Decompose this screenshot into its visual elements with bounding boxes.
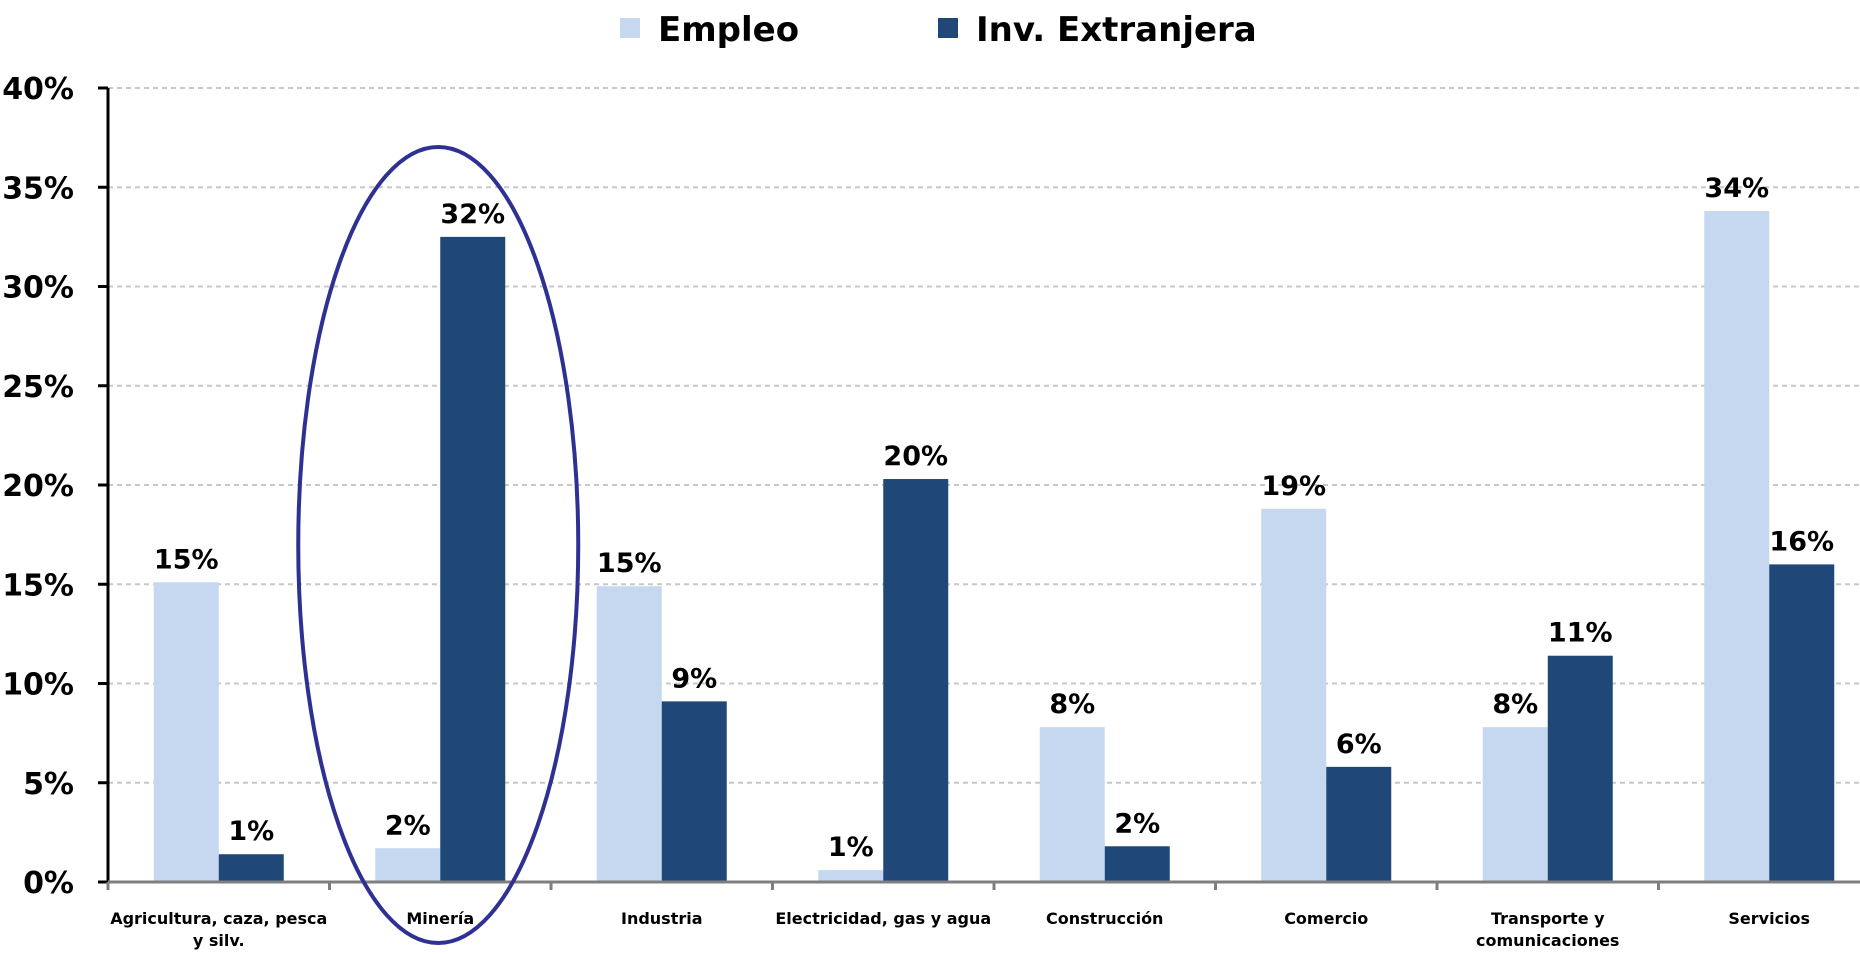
y-axis-ticks: 0% 5% 10% 15% 20% 25% 30% 35% 40% xyxy=(2,72,108,901)
bar-0-6 xyxy=(1482,727,1548,882)
x-tick-label-1-0: Minería xyxy=(406,909,474,928)
bar-0-4 xyxy=(1039,727,1105,882)
y-tick-label-4: 20% xyxy=(2,469,74,504)
bars xyxy=(153,211,1835,882)
data-label-0-5: 19% xyxy=(1261,471,1326,502)
y-tick-label-2: 10% xyxy=(2,668,74,703)
bar-1-6 xyxy=(1547,655,1613,882)
y-tick-label-5: 25% xyxy=(2,370,74,405)
data-label-0-0: 15% xyxy=(154,544,219,575)
bar-0-7 xyxy=(1704,211,1770,882)
bar-1-5 xyxy=(1326,766,1392,882)
data-label-0-3: 1% xyxy=(828,832,874,863)
bar-1-3 xyxy=(883,479,949,882)
bar-1-7 xyxy=(1769,564,1835,882)
legend-swatch-0 xyxy=(620,18,640,38)
data-label-1-0: 1% xyxy=(228,816,274,847)
bar-0-3 xyxy=(818,870,884,882)
data-label-1-1: 32% xyxy=(440,199,505,230)
data-label-0-7: 34% xyxy=(1704,173,1769,204)
data-label-1-5: 6% xyxy=(1336,729,1382,760)
data-label-1-6: 11% xyxy=(1548,618,1613,649)
data-label-0-2: 15% xyxy=(597,548,662,579)
y-tick-label-8: 40% xyxy=(2,72,74,107)
x-axis-ticks: Agricultura, caza, pesca y silv. Minería In… xyxy=(106,882,1810,950)
x-tick-label-3-0: Electricidad, gas y agua xyxy=(775,909,991,928)
highlight-annotation xyxy=(296,145,581,945)
y-tick-label-7: 35% xyxy=(2,171,74,206)
bar-0-5 xyxy=(1261,508,1327,882)
legend: Empleo Inv. Extranjera xyxy=(620,10,1257,50)
data-label-0-1: 2% xyxy=(385,810,431,841)
x-tick-label-0-0: Agricultura, caza, pesca xyxy=(110,909,327,928)
bar-1-0 xyxy=(218,854,284,882)
data-label-1-3: 20% xyxy=(883,441,948,472)
x-tick-label-5-0: Comercio xyxy=(1284,909,1368,928)
data-labels: 15% 1% 2% 32% 15% 9% 1% 20% 8% 2% 19% 6% 8% 11% 34% 16% xyxy=(154,173,1834,863)
bar-1-4 xyxy=(1104,846,1170,882)
y-tick-label-3: 15% xyxy=(2,568,74,603)
x-tick-label-6-1: comunicaciones xyxy=(1476,931,1619,950)
bar-1-1 xyxy=(440,236,506,882)
data-label-1-7: 16% xyxy=(1769,526,1834,557)
axes xyxy=(106,88,1860,884)
x-tick-label-4-0: Construcción xyxy=(1046,909,1163,928)
y-tick-label-1: 5% xyxy=(23,767,74,802)
y-tick-label-0: 0% xyxy=(23,866,74,901)
bar-1-2 xyxy=(661,701,727,882)
bar-0-0 xyxy=(153,582,219,882)
highlight-ellipse xyxy=(296,145,581,945)
data-label-1-2: 9% xyxy=(671,663,717,694)
x-tick-label-7-0: Servicios xyxy=(1728,909,1810,928)
x-tick-label-0-1: y silv. xyxy=(193,931,245,950)
gridlines xyxy=(108,87,1860,784)
x-tick-label-2-0: Industria xyxy=(621,909,703,928)
bar-0-2 xyxy=(596,586,662,882)
data-label-1-4: 2% xyxy=(1114,808,1160,839)
bar-0-1 xyxy=(375,848,441,882)
y-tick-label-6: 30% xyxy=(2,271,74,306)
x-tick-label-6-0: Transporte y xyxy=(1491,909,1605,928)
data-label-0-6: 8% xyxy=(1492,689,1538,720)
data-label-0-4: 8% xyxy=(1049,689,1095,720)
legend-swatch-1 xyxy=(938,18,958,38)
legend-label-0: Empleo xyxy=(658,10,799,50)
legend-label-1: Inv. Extranjera xyxy=(976,10,1257,50)
